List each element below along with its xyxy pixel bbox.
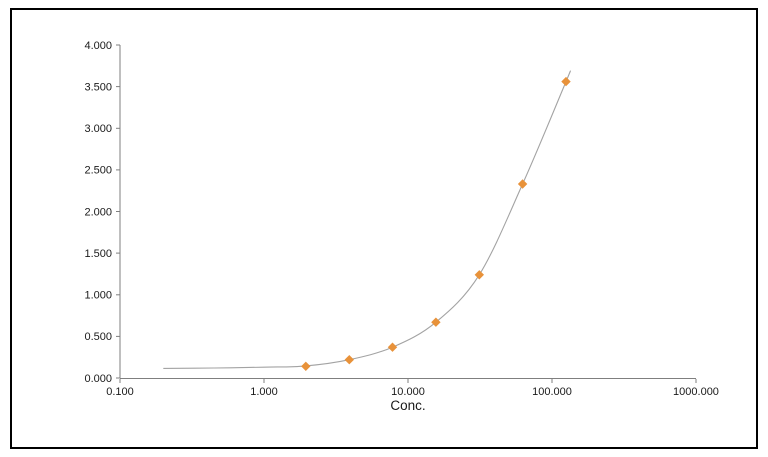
x-tick-label: 1.000 <box>250 386 278 398</box>
x-tick-label: 100.000 <box>532 386 572 398</box>
y-tick-label: 1.500 <box>84 248 112 260</box>
data-points <box>301 76 571 372</box>
y-tick-label: 1.000 <box>84 290 112 302</box>
x-axis-label: Conc. <box>390 398 425 413</box>
standard-point-marker <box>301 361 311 372</box>
y-tick-label: 2.000 <box>84 206 112 218</box>
y-axis-ticks: 0.000 0.500 1.000 1.500 2.000 2.500 3.000 3.500… <box>84 40 120 385</box>
standard-point-marker <box>561 76 571 87</box>
fit-curve-line <box>163 70 571 369</box>
standard-point-marker <box>474 270 485 280</box>
standard-point-marker <box>387 342 398 352</box>
chart-frame-border <box>10 8 758 449</box>
y-tick-label: 0.000 <box>84 373 112 385</box>
standard-point-marker <box>344 354 355 365</box>
standard-point-marker <box>431 317 441 327</box>
y-tick-label: 3.000 <box>84 123 112 135</box>
standard-point-marker <box>517 179 528 189</box>
x-tick-label: 1000.000 <box>673 386 719 398</box>
x-tick-label: 10.000 <box>391 386 425 398</box>
y-tick-label: 3.500 <box>84 81 112 93</box>
y-tick-label: 4.000 <box>84 40 112 52</box>
y-tick-label: 0.500 <box>84 331 112 343</box>
y-tick-label: 2.500 <box>84 165 112 177</box>
x-axis-ticks: 0.100 1.000 10.000 100.000 1000.000 <box>106 379 719 398</box>
x-tick-label: 0.100 <box>106 386 134 398</box>
